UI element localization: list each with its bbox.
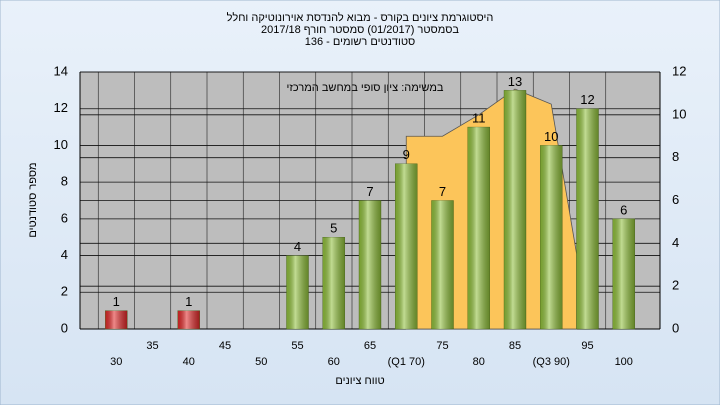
bar-shine bbox=[467, 127, 490, 329]
x-tick-label: (Q3 90) bbox=[533, 356, 570, 368]
data-label: 10 bbox=[544, 129, 558, 144]
y2-tick-label: 0 bbox=[672, 320, 679, 335]
data-label: 13 bbox=[508, 74, 522, 89]
y-tick-label: 2 bbox=[61, 284, 68, 299]
y-tick-label: 8 bbox=[61, 174, 68, 189]
title-line: בסמסטר (01/2017) סמסטר חורף 2017/18 bbox=[261, 24, 459, 36]
data-label: 7 bbox=[439, 184, 446, 199]
data-label: 6 bbox=[620, 202, 627, 217]
x-tick-label: 100 bbox=[615, 356, 633, 368]
bar-shine bbox=[105, 310, 128, 329]
y2-tick-label: 6 bbox=[672, 192, 679, 207]
x-tick-label: 95 bbox=[581, 340, 593, 352]
y-axis-label: מספר סטודנטים bbox=[27, 162, 39, 237]
bar-shine bbox=[540, 145, 563, 329]
x-tick-label: 30 bbox=[110, 356, 122, 368]
data-label: 9 bbox=[403, 147, 410, 162]
y2-tick-label: 4 bbox=[672, 235, 679, 250]
y-tick-label: 10 bbox=[54, 137, 68, 152]
title-line: היסטוגרמת ציונים בקורס - מבוא להנדסת אוי… bbox=[227, 11, 494, 24]
x-tick-label: (Q1 70) bbox=[388, 356, 425, 368]
data-label: 11 bbox=[472, 111, 486, 126]
y-tick-label: 0 bbox=[61, 320, 68, 335]
data-label: 1 bbox=[185, 294, 192, 309]
x-axis-label: טווח ציונים bbox=[335, 375, 384, 387]
x-tick-label: 75 bbox=[436, 340, 448, 352]
data-label: 7 bbox=[366, 184, 373, 199]
x-tick-label: 55 bbox=[291, 340, 303, 352]
y-tick-label: 14 bbox=[54, 63, 68, 78]
title: היסטוגרמת ציונים בקורס - מבוא להנדסת אוי… bbox=[227, 11, 494, 48]
title-line: סטודנטים רשומים - 136 bbox=[305, 36, 416, 48]
x-tick-label: 60 bbox=[328, 356, 340, 368]
annotation: במשימה: ציון סופי במחשב המרכזי bbox=[287, 82, 444, 94]
bar-shine bbox=[395, 163, 418, 329]
data-label: 1 bbox=[113, 294, 120, 309]
bar-shine bbox=[612, 218, 635, 329]
bar-shine bbox=[504, 90, 526, 329]
x-tick-label: 65 bbox=[364, 340, 376, 352]
bar-shine bbox=[286, 255, 309, 329]
data-label: 5 bbox=[330, 221, 337, 236]
y2-tick-label: 8 bbox=[672, 149, 679, 164]
x-tick-label: 80 bbox=[473, 356, 485, 368]
y-tick-label: 4 bbox=[61, 247, 68, 262]
bar-shine bbox=[177, 310, 200, 329]
bar-shine bbox=[322, 237, 345, 329]
y2-tick-label: 12 bbox=[672, 63, 686, 78]
y2-tick-label: 10 bbox=[672, 106, 686, 121]
x-tick-label: 40 bbox=[183, 356, 195, 368]
y-tick-label: 6 bbox=[61, 210, 68, 225]
x-tick-label: 85 bbox=[509, 340, 521, 352]
data-label: 4 bbox=[294, 239, 301, 254]
bar-shine bbox=[431, 200, 454, 329]
y-tick-label: 12 bbox=[54, 100, 68, 115]
x-tick-label: 45 bbox=[219, 340, 231, 352]
data-label: 12 bbox=[580, 92, 594, 107]
bar-shine bbox=[359, 200, 381, 329]
y2-tick-label: 2 bbox=[672, 278, 679, 293]
x-tick-label: 50 bbox=[255, 356, 267, 368]
bar-shine bbox=[576, 108, 599, 329]
x-tick-label: 35 bbox=[146, 340, 158, 352]
